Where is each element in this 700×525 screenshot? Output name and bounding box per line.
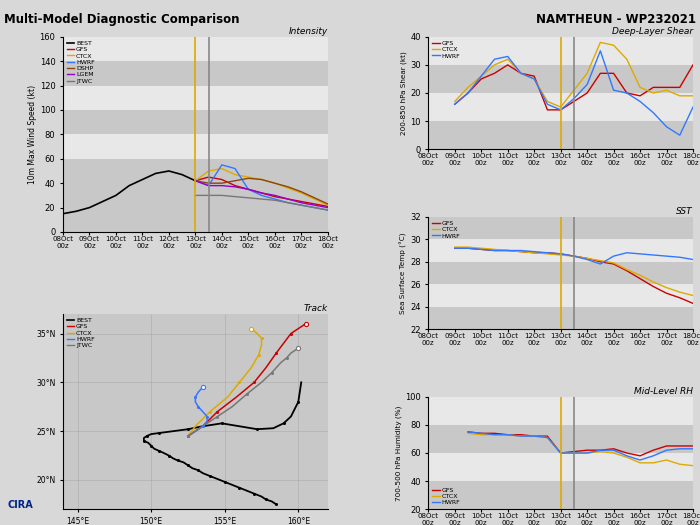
Bar <box>428 37 693 65</box>
Legend: GFS, CTCX, HWRF: GFS, CTCX, HWRF <box>431 40 461 59</box>
Bar <box>428 397 693 425</box>
Y-axis label: Sea Surface Temp (°C): Sea Surface Temp (°C) <box>400 232 407 314</box>
Text: Deep-Layer Shear: Deep-Layer Shear <box>612 27 693 36</box>
Bar <box>63 37 328 61</box>
Text: NAMTHEUN - WP232021: NAMTHEUN - WP232021 <box>536 13 696 26</box>
Legend: GFS, CTCX, HWRF: GFS, CTCX, HWRF <box>431 487 461 506</box>
Text: CIRA: CIRA <box>8 500 34 510</box>
Bar <box>428 239 693 262</box>
Text: SST: SST <box>676 207 693 216</box>
Y-axis label: 200-850 hPa Shear (kt): 200-850 hPa Shear (kt) <box>401 51 407 135</box>
Bar <box>63 86 328 110</box>
Text: Multi-Model Diagnostic Comparison: Multi-Model Diagnostic Comparison <box>4 13 239 26</box>
Bar <box>428 284 693 307</box>
Y-axis label: 700-500 hPa Humidity (%): 700-500 hPa Humidity (%) <box>395 405 402 501</box>
Bar <box>428 453 693 481</box>
Text: Mid-Level RH: Mid-Level RH <box>634 387 693 396</box>
Bar <box>428 93 693 121</box>
Y-axis label: 10m Max Wind Speed (kt): 10m Max Wind Speed (kt) <box>28 85 36 184</box>
Bar <box>63 134 328 159</box>
Legend: BEST, GFS, CTCX, HWRF, DSHP, LGEM, JTWC: BEST, GFS, CTCX, HWRF, DSHP, LGEM, JTWC <box>66 40 95 85</box>
Legend: BEST, GFS, CTCX, HWRF, JTWC: BEST, GFS, CTCX, HWRF, JTWC <box>66 317 95 349</box>
Text: Intensity: Intensity <box>288 27 328 36</box>
Legend: GFS, CTCX, HWRF: GFS, CTCX, HWRF <box>431 220 461 239</box>
Text: Track: Track <box>304 304 328 313</box>
